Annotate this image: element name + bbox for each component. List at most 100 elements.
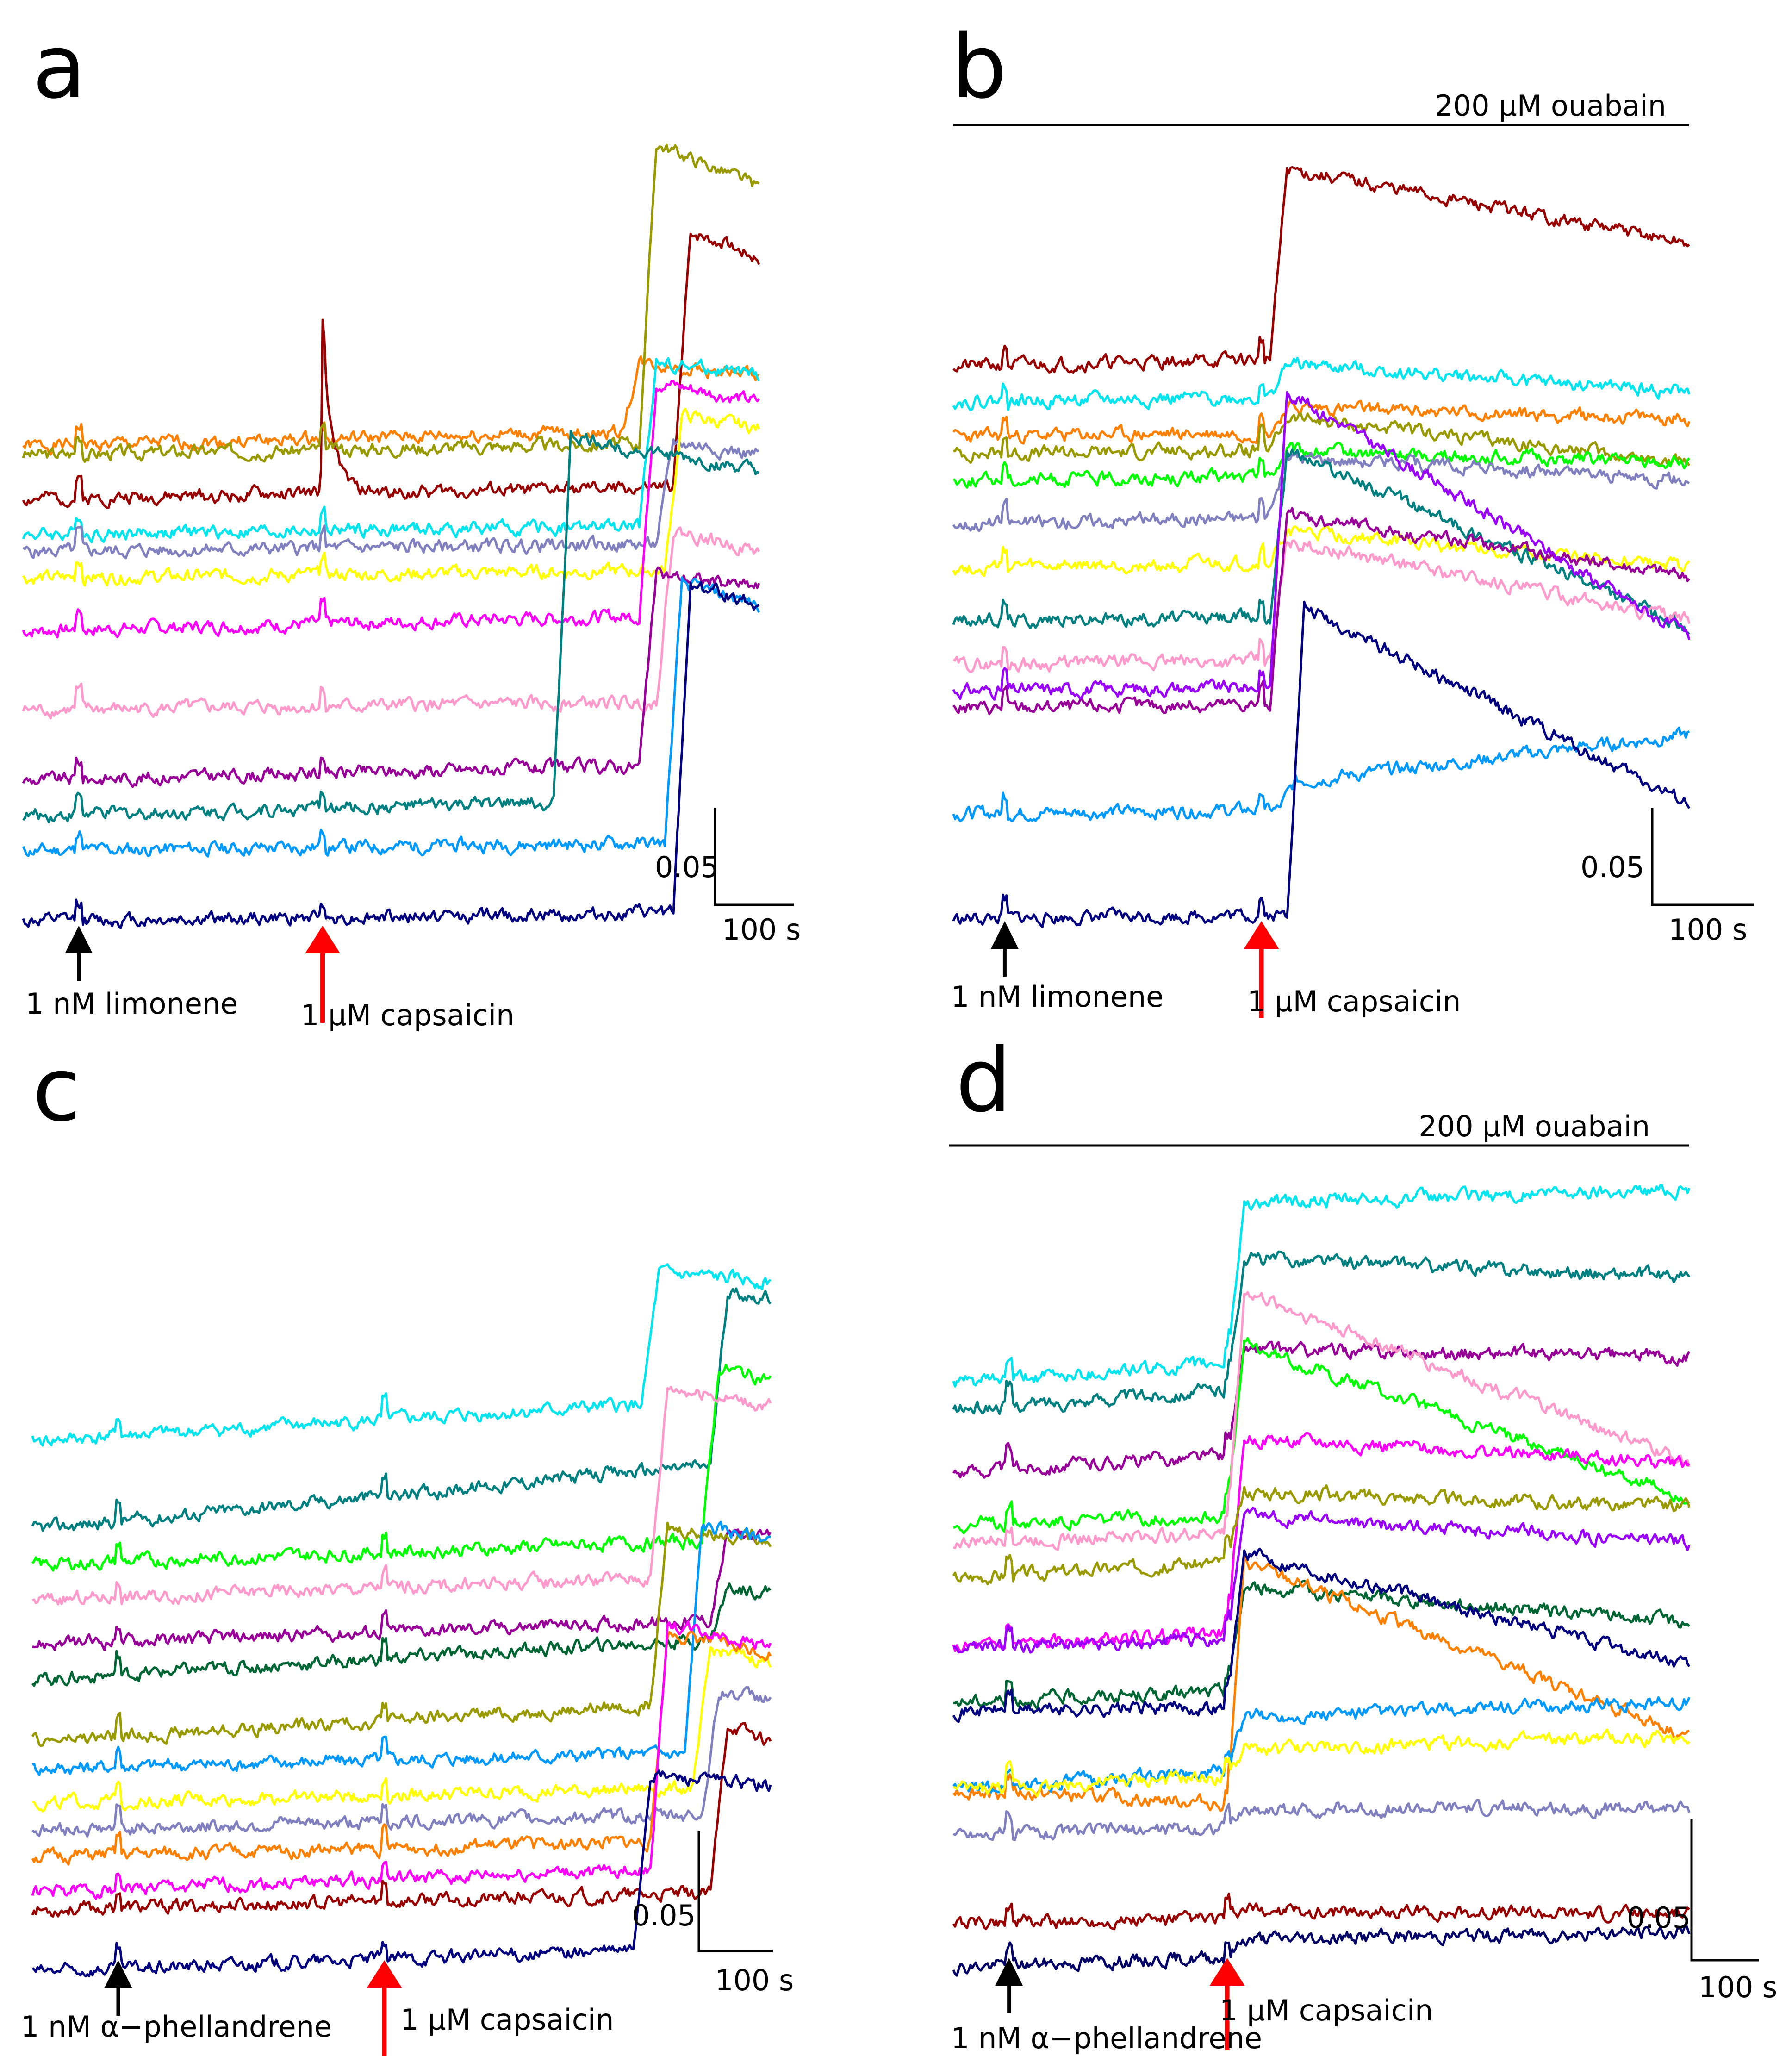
trace-d-purple [952, 1340, 1691, 1479]
trace-d-yellow [953, 1728, 1690, 1797]
trace-d-orange [952, 1553, 1690, 1812]
trace-c-magenta [31, 1620, 772, 1900]
stim2-label-a: 1 µM capsaicin [301, 998, 514, 1032]
trace-d-pink [953, 1291, 1691, 1551]
trace-d-black-blue [952, 1923, 1691, 1977]
panel-a: a 0.05 100 s 1 nM limonene 1 µM capsaici… [22, 16, 801, 1032]
stim2-arrow-b [1244, 921, 1279, 1018]
ouabain-label-b: 200 µM ouabain [1435, 89, 1666, 123]
trace-a-orange [22, 355, 760, 456]
stim1-arrow-b [990, 921, 1019, 977]
trace-a-slate [22, 438, 759, 560]
trace-b-pink [953, 539, 1691, 673]
traces-a [22, 143, 760, 929]
trace-b-orange [952, 399, 1691, 445]
trace-a-dark-red [22, 232, 760, 509]
traces-d [952, 1184, 1691, 1977]
trace-c-olive [31, 1521, 772, 1747]
trace-d-olive [952, 1484, 1691, 1586]
scale-bar-d [1690, 1819, 1759, 1962]
stim1-label-b: 1 nM limonene [951, 980, 1164, 1014]
trace-b-teal [952, 448, 1690, 635]
trace-c-navy [31, 1769, 772, 1978]
stim1-arrow-c [104, 1960, 132, 2016]
trace-d-teal [952, 1250, 1691, 1415]
trace-a-olive [22, 143, 760, 463]
trace-b-violet [952, 391, 1691, 701]
scale-bar-a [714, 808, 794, 906]
scale-x-label-c: 100 s [715, 1963, 794, 1997]
scale-x-label-d: 100 s [1699, 1970, 1777, 2004]
scale-bar-lines-b [1651, 808, 1754, 906]
trace-c-yellow [32, 1646, 772, 1813]
trace-b-blue [952, 726, 1690, 822]
traces-b [952, 166, 1691, 928]
ouabain-label-d: 200 µM ouabain [1419, 1109, 1650, 1143]
arrows-a [65, 926, 341, 1023]
scale-bar-lines-d [1690, 1819, 1759, 1962]
trace-c-teal [31, 1287, 772, 1532]
trace-b-cyan [952, 356, 1691, 411]
trace-a-teal [22, 430, 760, 824]
stim1-label-d: 1 nM α−phellandrene [951, 2021, 1262, 2055]
arrows-b [990, 921, 1279, 1018]
trace-b-yellow [952, 524, 1690, 577]
trace-d-cyan [952, 1184, 1691, 1388]
trace-a-navy [22, 581, 760, 929]
trace-a-yellow [22, 408, 760, 587]
stim2-label-d: 1 µM capsaicin [1220, 1994, 1433, 2027]
trace-d-green [952, 1337, 1690, 1534]
trace-b-green [952, 442, 1690, 489]
panel-d: d 200 µM ouabain 0.05 100 s 1 nM α−phell… [949, 1029, 1777, 2055]
trace-b-purple [952, 507, 1691, 715]
scale-y-label-c: 0.05 [632, 1899, 696, 1932]
arrows-d [995, 1958, 1245, 2050]
stim2-arrow-a [305, 926, 341, 1023]
panel-letter-a: a [32, 16, 86, 118]
traces-c [31, 1263, 772, 1978]
scale-bar-lines-c [697, 1831, 773, 1952]
scale-bar-b [1651, 808, 1754, 906]
trace-c-pink [32, 1386, 772, 1606]
panel-letter-d: d [956, 1029, 1012, 1132]
trace-d-blue [952, 1696, 1691, 1794]
trace-c-green [31, 1364, 772, 1572]
scale-bar-lines-a [714, 808, 794, 906]
stim2-arrow-c [367, 1960, 402, 2056]
trace-b-navy [952, 600, 1691, 928]
panel-b: b 200 µM ouabain 0.05 100 s 1 nM limonen… [951, 16, 1754, 1018]
trace-b-olive [953, 412, 1691, 467]
trace-d-dark-green [953, 1580, 1690, 1710]
trace-c-orange [31, 1629, 772, 1866]
trace-a-pink [22, 526, 760, 720]
trace-b-dark-red [952, 166, 1690, 374]
scale-y-label-d: 0.05 [1627, 1901, 1691, 1935]
trace-d-dark-red [952, 1892, 1690, 1931]
trace-b-slate [952, 451, 1690, 532]
stim1-label-c: 1 nM α−phellandrene [21, 2010, 332, 2044]
stim2-arrow-d [1209, 1958, 1245, 2050]
stim1-arrow-a [65, 926, 93, 981]
scale-x-label-a: 100 s [722, 913, 801, 947]
scale-x-label-b: 100 s [1668, 913, 1747, 947]
trace-c-blue [31, 1520, 771, 1776]
trace-d-magenta [952, 1432, 1690, 1654]
trace-a-blue [22, 576, 760, 858]
trace-c-dark-green [31, 1582, 772, 1687]
stim2-label-b: 1 µM capsaicin [1247, 984, 1461, 1018]
panel-letter-c: c [32, 1039, 81, 1141]
scale-y-label-a: 0.05 [655, 850, 719, 884]
panel-c: c 0.05 100 s 1 nM α−phellandrene 1 µM ca… [21, 1039, 794, 2056]
stim1-label-a: 1 nM limonene [25, 987, 238, 1021]
trace-c-cyan [31, 1263, 772, 1447]
trace-a-magenta [22, 380, 760, 639]
trace-a-cyan [22, 357, 760, 543]
scale-y-label-b: 0.05 [1580, 850, 1644, 884]
trace-c-dark-red [31, 1722, 772, 1918]
trace-d-slate [952, 1799, 1691, 1841]
trace-c-purple [31, 1528, 772, 1651]
panel-letter-b: b [951, 16, 1007, 118]
stim2-label-c: 1 µM capsaicin [400, 2003, 614, 2037]
stim1-arrow-d [995, 1958, 1023, 2013]
